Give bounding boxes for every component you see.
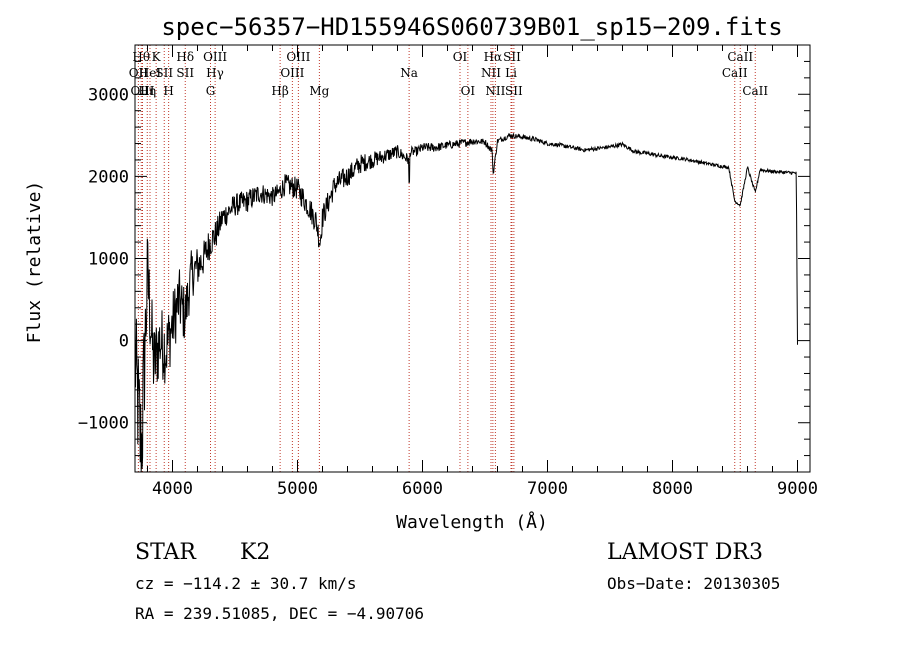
object-subclass: K2 <box>240 540 270 565</box>
y-tick-label: 1000 <box>88 250 129 270</box>
line-label: NII <box>481 66 501 80</box>
survey-name: LAMOST DR3 <box>607 540 763 565</box>
line-label: OIII <box>286 50 310 64</box>
line-label: Hβ <box>271 84 288 98</box>
line-label: CaII <box>727 50 753 64</box>
line-label: Hγ <box>206 66 224 80</box>
coordinates-info: RA = 239.51085, DEC = −4.90706 <box>135 604 424 623</box>
x-tick-label: 9000 <box>777 479 818 499</box>
x-tick-label: 5000 <box>277 479 318 499</box>
line-label: Hη <box>138 84 156 98</box>
line-label: K <box>152 50 162 64</box>
observation-date: Obs−Date: 20130305 <box>607 574 780 593</box>
line-label: SII <box>176 66 194 80</box>
line-label: Li <box>505 66 517 80</box>
x-tick-label: 7000 <box>527 479 568 499</box>
line-label: CaII <box>722 66 748 80</box>
y-tick-label: −1000 <box>78 414 129 434</box>
object-class: STAR <box>135 540 197 565</box>
plot-frame <box>134 44 811 473</box>
spectrum-series <box>134 132 798 473</box>
x-axis: 4000 5000 6000 7000 8000 9000 <box>147 45 818 499</box>
line-markers <box>137 45 756 472</box>
x-tick-label: 4000 <box>152 479 193 499</box>
line-label: OI <box>461 84 476 98</box>
chart-title: spec−56357−HD155946S060739B01_sp15−209.f… <box>161 13 782 41</box>
line-label: OII <box>129 66 149 80</box>
x-tick-label: 6000 <box>402 479 443 499</box>
line-label: H <box>163 84 173 98</box>
line-label: CaII <box>742 84 768 98</box>
line-label: Hα <box>484 50 503 64</box>
line-label: OIII <box>280 66 304 80</box>
line-label: Na <box>400 66 418 80</box>
redshift-info: cz = −114.2 ± 30.7 km/s <box>135 574 357 593</box>
y-tick-label: 3000 <box>88 85 129 105</box>
line-label: NII <box>485 84 505 98</box>
y-tick-label: 0 <box>119 332 129 352</box>
line-label: OI <box>453 50 468 64</box>
line-label: G <box>206 84 216 98</box>
line-label: SII <box>503 50 521 64</box>
line-label: Mg <box>309 84 329 98</box>
line-label: Hθ <box>132 50 150 64</box>
line-label: SII <box>505 84 523 98</box>
line-label: HeI <box>139 66 162 80</box>
y-axis-label: Flux (relative) <box>24 181 45 344</box>
x-axis-label: Wavelength (Å) <box>396 511 548 533</box>
line-label: Hδ <box>176 50 194 64</box>
x-tick-label: 8000 <box>652 479 693 499</box>
y-tick-label: 2000 <box>88 167 129 187</box>
line-label: SII <box>155 66 173 80</box>
y-axis: −1000 0 1000 2000 3000 <box>78 60 810 457</box>
line-label: OIII <box>203 50 227 64</box>
